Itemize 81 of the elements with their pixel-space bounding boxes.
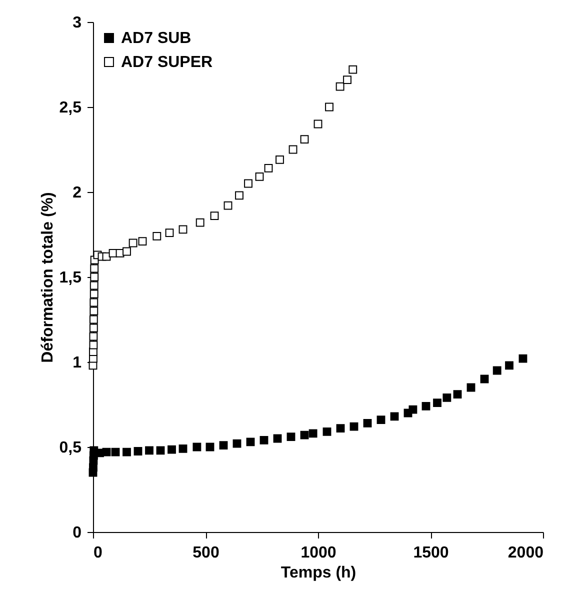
point xyxy=(363,418,372,428)
point xyxy=(343,76,352,84)
point xyxy=(336,82,344,91)
point xyxy=(246,438,255,446)
point xyxy=(408,405,418,414)
point xyxy=(90,281,98,290)
point xyxy=(152,232,162,240)
point xyxy=(89,332,98,341)
y-tick-label: 0 xyxy=(72,524,82,542)
point xyxy=(442,393,452,402)
point xyxy=(300,430,309,440)
point xyxy=(492,366,502,375)
point xyxy=(89,324,98,332)
point xyxy=(390,412,399,421)
point xyxy=(286,432,296,442)
point xyxy=(102,448,111,456)
y-tick-label: 2,5 xyxy=(59,100,82,116)
point xyxy=(90,298,98,307)
point xyxy=(264,164,273,172)
legend-label: AD7 SUPER xyxy=(121,54,214,71)
y-tick-label: 1 xyxy=(72,354,82,372)
point xyxy=(168,445,176,454)
point xyxy=(89,340,98,350)
point xyxy=(322,427,332,436)
y-axis-title: Déformation totale (%) xyxy=(39,192,56,363)
point xyxy=(433,398,442,408)
x-tick-label: 1500 xyxy=(413,544,449,562)
x-tick-label: 2000 xyxy=(508,544,544,562)
x-tick-label: 0 xyxy=(94,544,102,562)
point xyxy=(111,448,120,456)
point xyxy=(273,434,282,443)
point xyxy=(255,172,264,181)
point xyxy=(210,212,219,220)
point xyxy=(122,247,131,256)
point xyxy=(518,354,528,363)
point xyxy=(138,237,147,246)
legend-label: AD7 SUB xyxy=(121,30,192,47)
point xyxy=(156,446,165,455)
point xyxy=(145,446,154,455)
point xyxy=(348,65,358,74)
point xyxy=(90,290,98,298)
point xyxy=(336,424,345,433)
point xyxy=(314,120,322,128)
point xyxy=(232,439,242,448)
point xyxy=(165,228,174,238)
y-tick-label: 1,5 xyxy=(59,270,82,286)
point xyxy=(260,436,268,444)
point xyxy=(453,390,462,399)
point xyxy=(350,422,358,431)
x-tick-label: 1000 xyxy=(300,544,336,562)
point xyxy=(300,135,309,144)
point xyxy=(244,179,252,188)
x-axis-title: Temps (h) xyxy=(280,564,356,582)
point xyxy=(325,102,334,112)
point xyxy=(89,315,98,324)
point xyxy=(235,191,244,200)
point xyxy=(128,238,138,248)
point xyxy=(288,145,298,154)
point xyxy=(224,201,232,210)
point xyxy=(505,361,514,370)
point xyxy=(90,272,99,282)
point xyxy=(196,218,204,227)
point xyxy=(480,374,489,384)
point xyxy=(178,225,188,234)
point xyxy=(122,448,131,456)
point xyxy=(206,442,214,452)
y-tick-label: 0,5 xyxy=(59,440,82,456)
point xyxy=(276,155,284,164)
y-tick-label: 2 xyxy=(72,184,82,202)
point xyxy=(308,429,318,438)
point xyxy=(90,264,99,273)
point xyxy=(466,383,476,392)
x-tick-label: 500 xyxy=(192,544,220,562)
point xyxy=(134,447,142,456)
point xyxy=(219,441,228,450)
point xyxy=(192,442,202,452)
point xyxy=(422,402,430,410)
point xyxy=(90,306,98,316)
point xyxy=(376,416,386,424)
y-tick-label: 3 xyxy=(72,14,82,32)
point xyxy=(178,444,188,453)
